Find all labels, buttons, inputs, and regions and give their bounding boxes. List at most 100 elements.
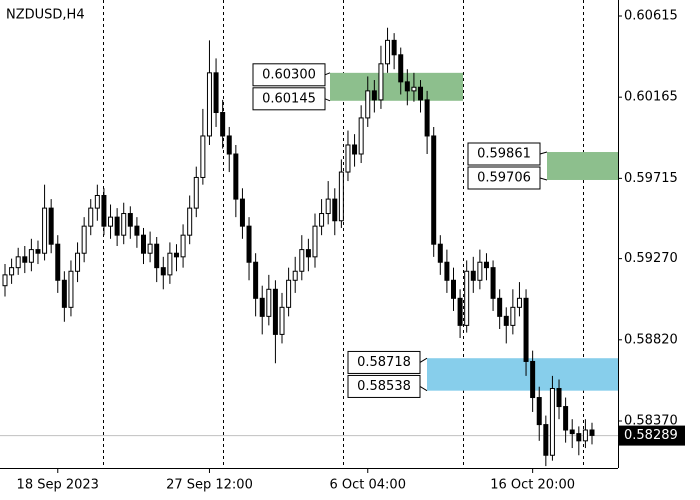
candle-body (75, 252, 81, 272)
y-tick-label: 0.58820 (624, 332, 678, 347)
candle-body (450, 279, 456, 299)
zone-label: 0.60300 (262, 67, 316, 82)
candle-body (200, 135, 206, 178)
candle-body (352, 144, 358, 155)
candle-body (141, 234, 147, 254)
candle-body (385, 39, 391, 65)
candle-body (503, 315, 509, 326)
candle-body (9, 267, 15, 276)
candle-body (55, 243, 61, 281)
zone-connector (539, 151, 548, 155)
candle-body (543, 424, 549, 456)
candle-body (589, 429, 595, 436)
y-tick-label: 0.60165 (624, 90, 678, 105)
candle-body (345, 144, 351, 173)
y-tick-label: 0.58370 (624, 413, 678, 428)
candle-body (160, 267, 166, 276)
candle-body (88, 207, 94, 227)
candle-body (2, 274, 8, 287)
candle-body (180, 234, 186, 258)
candle-body (246, 225, 252, 263)
candle-body (319, 213, 325, 227)
candle-body (213, 72, 219, 114)
candle-body (365, 90, 371, 119)
candle-body (108, 216, 114, 227)
candle-body (391, 39, 397, 56)
zone-connector (419, 386, 428, 392)
candle-body (253, 261, 259, 299)
candle-body (292, 270, 298, 281)
candle-body (490, 267, 496, 299)
candle-body (325, 198, 331, 215)
x-tick-label: 16 Oct 20:00 (490, 478, 575, 493)
zone (547, 152, 618, 180)
candle-body (15, 256, 21, 269)
candle-body (220, 112, 226, 137)
candle-body (358, 117, 364, 155)
candle-body (582, 429, 588, 442)
candle-body (206, 72, 212, 137)
candle-body (418, 86, 424, 101)
candle-body (483, 261, 489, 269)
candle-body (233, 153, 239, 200)
last-price-label: 0.58289 (624, 428, 678, 443)
x-tick-label: 27 Sep 12:00 (166, 478, 253, 493)
y-tick-label: 0.59270 (624, 251, 678, 266)
zone-connector (324, 72, 331, 76)
candle-body (332, 198, 338, 222)
x-tick-label: 6 Oct 04:00 (330, 478, 406, 493)
candle-body (187, 207, 193, 236)
candle-body (68, 270, 74, 308)
candle-body (299, 249, 305, 272)
candle-body (470, 270, 476, 281)
zone-label: 0.59706 (477, 171, 531, 186)
candle-body (226, 135, 232, 155)
candle-body (338, 171, 344, 222)
candle-body (147, 243, 153, 254)
candle-body (523, 297, 529, 362)
zone-label: 0.58718 (357, 355, 411, 370)
candle-body (134, 225, 140, 236)
candle-body (576, 433, 582, 442)
zone-label-box (252, 63, 326, 87)
candle-body (42, 207, 48, 254)
candle-body (457, 297, 463, 326)
candle-body (404, 81, 410, 92)
x-tick-label: 18 Sep 2023 (17, 478, 99, 493)
zone-label-box (467, 166, 541, 190)
last-price-box (619, 425, 685, 446)
candle-body (312, 225, 318, 258)
candle-body (101, 194, 107, 227)
candle-body (530, 360, 536, 399)
candle-body (477, 261, 483, 281)
candle-body (167, 252, 173, 276)
zone-label-box (347, 374, 421, 398)
candle-body (286, 279, 292, 308)
candle-body (536, 397, 542, 426)
candle-body (398, 54, 404, 83)
candle-body (549, 388, 555, 456)
candle-body (516, 297, 522, 308)
candle-body (81, 225, 87, 254)
candle-body (437, 243, 443, 263)
zone (330, 72, 463, 101)
candle-body (569, 429, 575, 435)
candle-body (259, 297, 265, 317)
candle-body (114, 216, 120, 236)
zone-connector (419, 357, 428, 363)
candle-body (563, 406, 569, 431)
zone-label: 0.59861 (477, 147, 531, 162)
candle-body (94, 194, 100, 209)
zone-connector (539, 177, 548, 181)
candle-body (266, 288, 272, 317)
candle-body (497, 297, 503, 317)
candle-body (48, 207, 54, 245)
candle-body (510, 306, 516, 326)
candle-body (173, 252, 179, 258)
candle-body (378, 63, 384, 101)
candle-body (154, 243, 160, 269)
zone (427, 358, 618, 391)
candle-body (464, 270, 470, 326)
zone-label: 0.60145 (262, 91, 316, 106)
